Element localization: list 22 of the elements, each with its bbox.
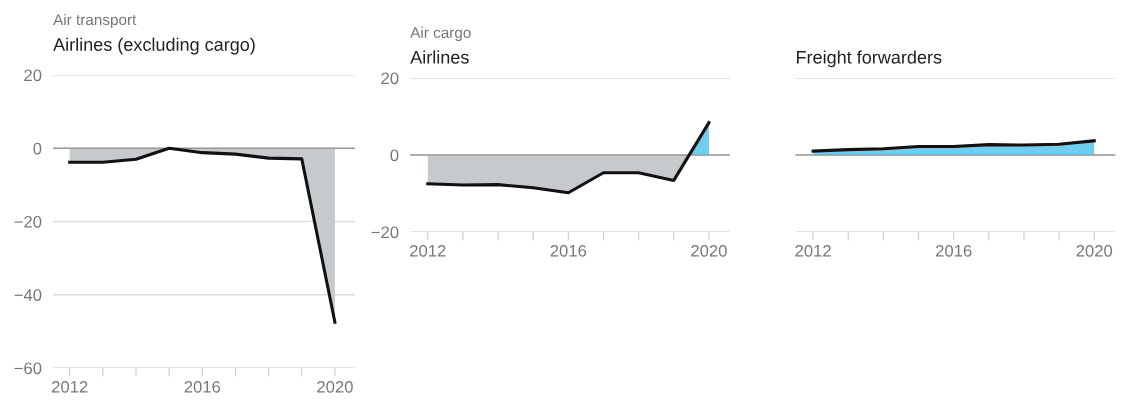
y-tick-label: −40: [14, 289, 42, 301]
chart-title: Airlines (excluding cargo): [53, 37, 255, 55]
x-tick-label: 2016: [184, 380, 221, 393]
x-tick-label: 2016: [935, 244, 972, 257]
x-tick-label: 2016: [550, 244, 587, 257]
y-tick-label: 0: [390, 149, 399, 162]
chart-title: Airlines: [410, 50, 469, 64]
y-tick-label: −20: [371, 226, 399, 239]
x-tick-label: 2020: [1076, 244, 1113, 257]
x-tick-label: 2012: [795, 244, 831, 257]
x-tick-label: 2020: [317, 380, 353, 393]
y-tick-label: −20: [14, 215, 42, 228]
y-tick-label: 0: [33, 142, 42, 155]
chart-subtitle: Air cargo: [410, 26, 471, 42]
y-tick-label: 20: [24, 69, 42, 82]
y-tick-label: 20: [381, 72, 399, 85]
chart-subtitle: Air transport: [53, 13, 137, 29]
chart-title: Freight forwarders: [797, 50, 942, 68]
x-tick-label: 2012: [410, 244, 446, 257]
x-tick-label: 2020: [691, 244, 727, 257]
y-tick-label: −60: [14, 362, 42, 375]
x-tick-label: 2012: [51, 380, 88, 393]
